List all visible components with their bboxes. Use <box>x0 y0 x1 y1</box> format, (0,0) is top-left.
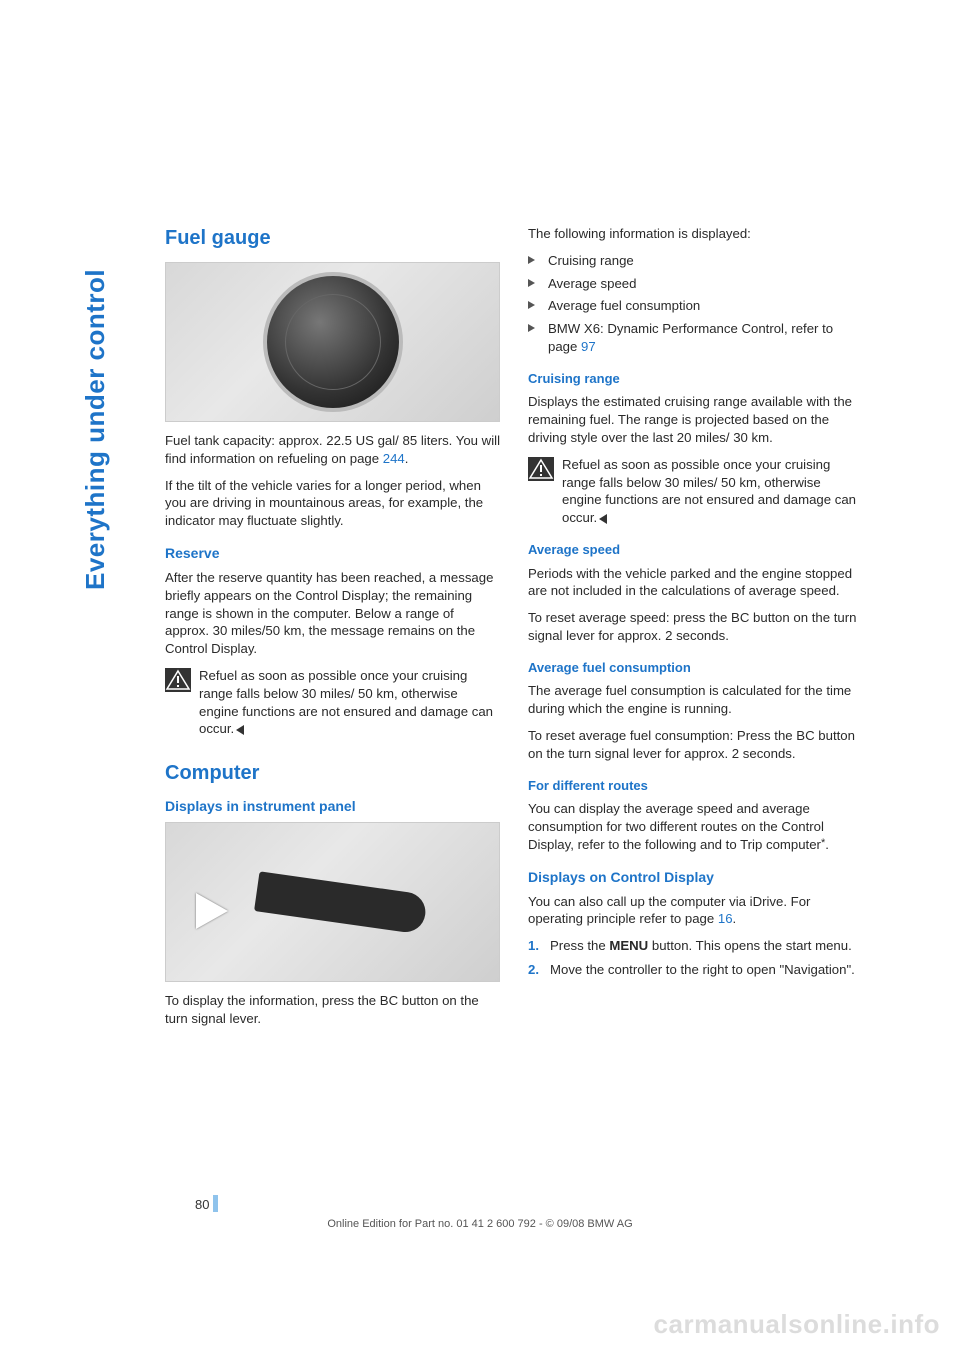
text: . <box>825 837 829 852</box>
heading-cruising-range: Cruising range <box>528 370 863 388</box>
heading-different-routes: For different routes <box>528 777 863 795</box>
avg-speed-text-1: Periods with the vehicle parked and the … <box>528 565 863 601</box>
list-item: Average speed <box>528 275 863 293</box>
text: Fuel tank capacity: approx. 22.5 US gal/… <box>165 433 500 466</box>
warning-refuel-1: Refuel as soon as possible once your cru… <box>165 667 500 738</box>
text: You can display the average speed and av… <box>528 801 824 852</box>
list-item: Cruising range <box>528 252 863 270</box>
step-2: Move the controller to the right to open… <box>528 961 863 979</box>
text: button. This opens the start menu. <box>648 938 852 953</box>
avg-speed-text-2: To reset average speed: press the BC but… <box>528 609 863 645</box>
steps-list: Press the MENU button. This opens the st… <box>528 937 863 979</box>
heading-computer: Computer <box>165 760 500 787</box>
end-mark-icon <box>236 725 244 735</box>
heading-average-speed: Average speed <box>528 541 863 559</box>
heading-reserve: Reserve <box>165 544 500 563</box>
chapter-title-vertical: Everything under control <box>80 269 111 590</box>
list-item: Average fuel consumption <box>528 297 863 315</box>
end-mark-icon <box>599 514 607 524</box>
left-column: Fuel gauge Fuel tank capacity: approx. 2… <box>165 225 500 1037</box>
fuel-gauge-image <box>165 262 500 422</box>
turn-signal-lever-image <box>165 822 500 982</box>
text: Press the <box>550 938 609 953</box>
idrive-text: You can also call up the computer via iD… <box>528 893 863 929</box>
page-ref-16[interactable]: 16 <box>718 911 733 926</box>
info-intro-text: The following information is displayed: <box>528 225 863 243</box>
routes-text: You can display the average speed and av… <box>528 800 863 853</box>
text: . <box>405 451 409 466</box>
footer-text: Online Edition for Part no. 01 41 2 600 … <box>0 1218 960 1230</box>
page-number: 80 <box>195 1197 209 1212</box>
watermark: carmanualsonline.info <box>654 1309 940 1340</box>
fuel-capacity-text: Fuel tank capacity: approx. 22.5 US gal/… <box>165 432 500 468</box>
heading-displays-panel: Displays in instrument panel <box>165 797 500 816</box>
cruising-range-text: Displays the estimated cruising range av… <box>528 393 863 446</box>
page-ref-244[interactable]: 244 <box>383 451 405 466</box>
page-ref-97[interactable]: 97 <box>581 339 596 354</box>
warning-refuel-2: Refuel as soon as possible once your cru… <box>528 456 863 527</box>
menu-button-label: MENU <box>609 938 648 953</box>
list-item: BMW X6: Dynamic Performance Control, ref… <box>528 320 863 356</box>
warning-text: Refuel as soon as possible once your cru… <box>562 456 863 527</box>
avg-fuel-text-1: The average fuel consumption is calculat… <box>528 682 863 718</box>
page-number-bar <box>213 1195 218 1212</box>
step-1: Press the MENU button. This opens the st… <box>528 937 863 955</box>
heading-fuel-gauge: Fuel gauge <box>165 225 500 252</box>
bc-button-text: To display the information, press the BC… <box>165 992 500 1028</box>
right-column: The following information is displayed: … <box>528 225 863 1037</box>
heading-average-fuel: Average fuel consumption <box>528 659 863 677</box>
fuel-tilt-text: If the tilt of the vehicle varies for a … <box>165 477 500 530</box>
warning-text: Refuel as soon as possible once your cru… <box>199 667 500 738</box>
warning-icon <box>165 668 191 692</box>
heading-control-display: Displays on Control Display <box>528 868 863 887</box>
reserve-text: After the reserve quantity has been reac… <box>165 569 500 658</box>
text: You can also call up the computer via iD… <box>528 894 810 927</box>
avg-fuel-text-2: To reset average fuel consumption: Press… <box>528 727 863 763</box>
page-content: Fuel gauge Fuel tank capacity: approx. 2… <box>165 225 865 1037</box>
warning-icon <box>528 457 554 481</box>
text: . <box>733 911 737 926</box>
info-list: Cruising range Average speed Average fue… <box>528 252 863 356</box>
